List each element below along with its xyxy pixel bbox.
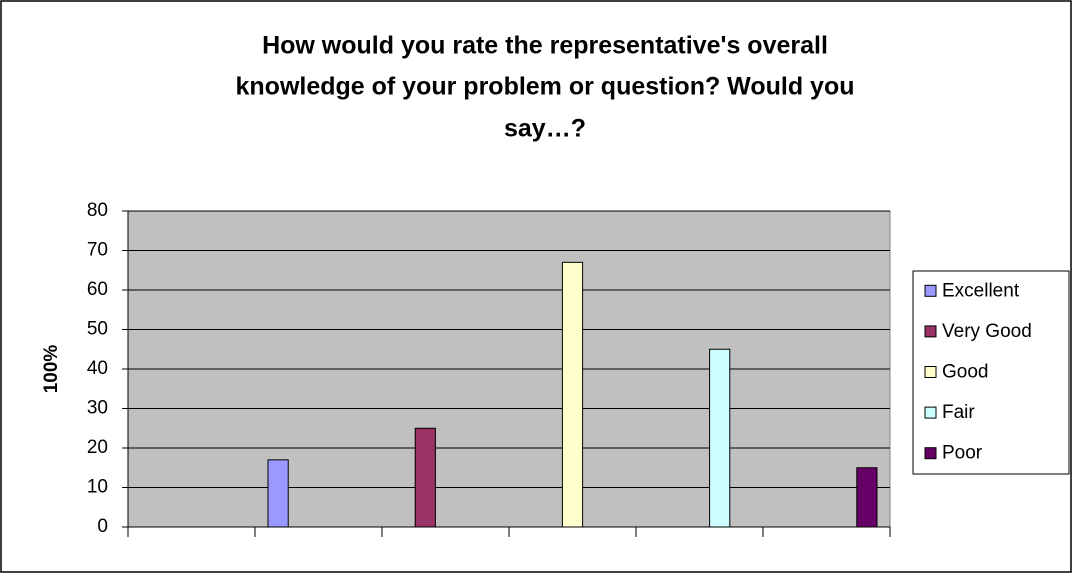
y-tick-label: 70: [87, 240, 108, 261]
legend-box: [912, 270, 1070, 475]
y-tick-label: 0: [97, 516, 108, 537]
bar: [709, 348, 731, 528]
y-tick-label: 10: [87, 477, 108, 498]
legend-label: Fair: [942, 402, 975, 423]
legend-swatch: [924, 447, 937, 460]
y-tick-label: 50: [87, 319, 108, 340]
bar: [267, 459, 289, 528]
y-axis-label: 100%: [41, 345, 62, 394]
y-tick-label: 80: [87, 200, 108, 221]
legend-label: Excellent: [942, 280, 1020, 301]
y-tick-label: 30: [87, 398, 108, 419]
legend-swatch: [924, 366, 937, 378]
legend-swatch: [924, 406, 937, 419]
chart-title: say…?: [504, 115, 586, 143]
y-tick-label: 40: [87, 358, 108, 379]
bar: [414, 427, 436, 528]
bar: [856, 467, 878, 528]
legend-label: Poor: [942, 443, 983, 464]
y-tick-label: 20: [87, 437, 108, 458]
legend-label: Very Good: [942, 321, 1032, 342]
bar: [561, 261, 584, 528]
legend-label: Good: [942, 362, 988, 383]
chart-title: How would you rate the representative's …: [262, 32, 828, 60]
legend-swatch: [924, 325, 937, 338]
legend-swatch: [924, 284, 937, 297]
y-tick-label: 60: [87, 279, 108, 300]
chart-title: knowledge of your problem or question? W…: [236, 73, 855, 101]
